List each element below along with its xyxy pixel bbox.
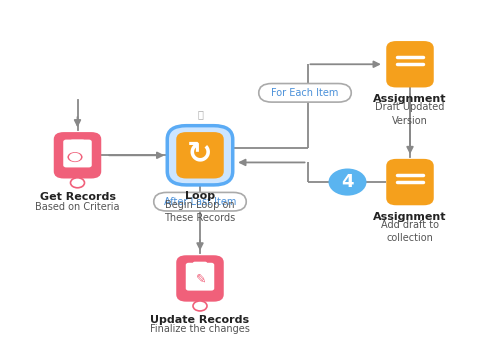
FancyBboxPatch shape <box>176 132 224 178</box>
Text: Add draft to
collection: Add draft to collection <box>381 220 439 243</box>
Text: Assignment: Assignment <box>373 212 447 222</box>
FancyBboxPatch shape <box>70 140 85 146</box>
FancyBboxPatch shape <box>386 41 434 87</box>
FancyBboxPatch shape <box>63 140 92 167</box>
FancyBboxPatch shape <box>186 263 214 291</box>
FancyBboxPatch shape <box>154 192 246 211</box>
Circle shape <box>69 153 81 161</box>
Text: Draft Updated
Version: Draft Updated Version <box>376 102 444 126</box>
Text: Assignment: Assignment <box>373 94 447 104</box>
Circle shape <box>66 151 84 164</box>
Text: For Each Item: For Each Item <box>272 88 338 98</box>
FancyBboxPatch shape <box>176 255 224 302</box>
Text: 4: 4 <box>341 173 354 191</box>
Text: Update Records: Update Records <box>150 315 250 325</box>
FancyBboxPatch shape <box>259 84 351 102</box>
FancyBboxPatch shape <box>386 159 434 205</box>
Text: ↻: ↻ <box>187 139 213 168</box>
FancyBboxPatch shape <box>54 132 101 178</box>
Circle shape <box>328 169 366 196</box>
Text: 🗑: 🗑 <box>197 109 203 119</box>
Text: Loop: Loop <box>185 191 215 201</box>
Text: Get Records: Get Records <box>40 192 116 202</box>
Circle shape <box>193 301 207 311</box>
Text: Begin Loop on
These Records: Begin Loop on These Records <box>164 200 236 223</box>
Text: Based on Criteria: Based on Criteria <box>35 202 120 212</box>
FancyBboxPatch shape <box>167 126 233 185</box>
Text: After Last Item: After Last Item <box>164 197 236 207</box>
FancyBboxPatch shape <box>193 262 207 268</box>
Text: Finalize the changes: Finalize the changes <box>150 324 250 334</box>
Text: ✎: ✎ <box>196 273 206 286</box>
Circle shape <box>70 178 85 188</box>
